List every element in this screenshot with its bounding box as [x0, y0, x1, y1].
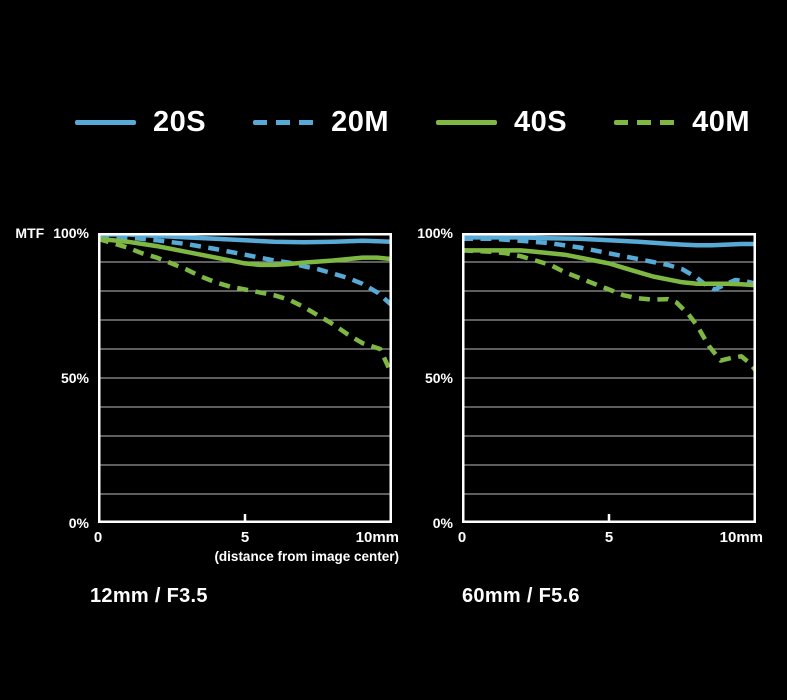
mtf-plot-right	[462, 233, 756, 523]
x-tick-5: 5	[240, 529, 250, 546]
legend-label: 20S	[153, 106, 207, 138]
line-swatch-blue-dashed	[253, 120, 315, 125]
legend-label: 40S	[514, 106, 568, 138]
x-tick-0: 0	[457, 529, 467, 546]
legend-label: 40M	[692, 106, 751, 138]
y-tick-0: 0%	[68, 515, 89, 531]
lens-title-right: 60mm / F5.6	[462, 585, 580, 607]
lens-title-left: 12mm / F3.5	[90, 585, 208, 607]
legend-item-20m: 20M	[253, 108, 389, 137]
y-tick-100: 100%	[53, 225, 89, 241]
chart-60mm-f5.6: 100% 50% 0% 0 5 10mm 60mm / F5.6	[417, 226, 763, 606]
chart-12mm-f3.5: MTF 100% 50% 0% 0 5 10mm (distance from …	[15, 226, 399, 606]
line-swatch-blue-solid	[75, 120, 136, 125]
mtf-plot-left	[98, 233, 392, 523]
line-swatch-green-dashed	[614, 120, 676, 125]
legend-item-20s: 20S	[75, 108, 206, 137]
line-swatch-green-solid	[436, 120, 498, 125]
legend-item-40m: 40M	[614, 108, 750, 137]
y-tick-50: 50%	[424, 370, 453, 386]
x-tick-10: 10mm	[719, 529, 763, 546]
y-tick-0: 0%	[432, 515, 453, 531]
y-tick-50: 50%	[60, 370, 89, 386]
mtf-axis-label: MTF	[15, 225, 45, 241]
y-tick-100: 100%	[417, 225, 453, 241]
x-tick-5: 5	[604, 529, 614, 546]
legend-item-40s: 40S	[436, 108, 567, 137]
y-axis-top-labels: MTF 100%	[15, 226, 89, 240]
legend-label: 20M	[331, 106, 390, 138]
x-axis-caption: (distance from image center)	[214, 549, 399, 564]
legend: 20S 20M 40S 40M	[75, 108, 750, 137]
x-tick-10: 10mm	[355, 529, 399, 546]
x-tick-0: 0	[93, 529, 103, 546]
